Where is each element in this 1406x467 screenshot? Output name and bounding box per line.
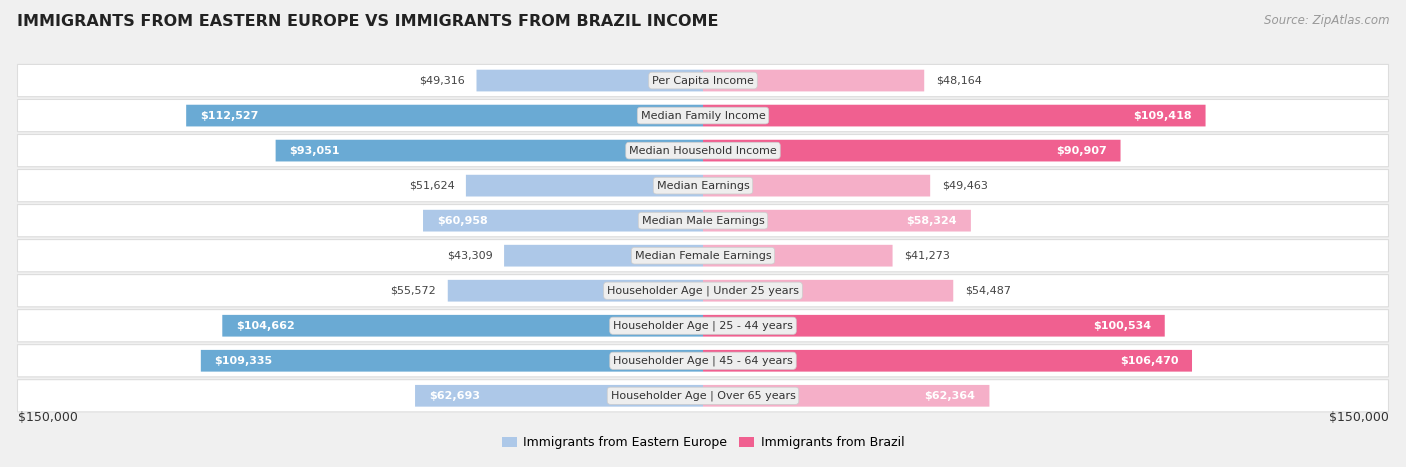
Text: Householder Age | Over 65 years: Householder Age | Over 65 years	[610, 390, 796, 401]
Text: $49,463: $49,463	[942, 181, 987, 191]
FancyBboxPatch shape	[201, 350, 703, 372]
Text: $60,958: $60,958	[437, 216, 488, 226]
FancyBboxPatch shape	[703, 245, 893, 267]
Text: $109,418: $109,418	[1133, 111, 1192, 120]
FancyBboxPatch shape	[186, 105, 703, 127]
Text: Source: ZipAtlas.com: Source: ZipAtlas.com	[1264, 14, 1389, 27]
Text: $90,907: $90,907	[1056, 146, 1107, 156]
FancyBboxPatch shape	[703, 140, 1121, 162]
Text: $49,316: $49,316	[419, 76, 465, 85]
FancyBboxPatch shape	[17, 310, 1389, 342]
Text: Median Earnings: Median Earnings	[657, 181, 749, 191]
Text: $62,693: $62,693	[429, 391, 479, 401]
FancyBboxPatch shape	[703, 175, 931, 197]
FancyBboxPatch shape	[703, 210, 972, 232]
Text: Householder Age | 45 - 64 years: Householder Age | 45 - 64 years	[613, 355, 793, 366]
FancyBboxPatch shape	[415, 385, 703, 407]
Text: $48,164: $48,164	[936, 76, 981, 85]
Text: Median Household Income: Median Household Income	[628, 146, 778, 156]
Text: Median Female Earnings: Median Female Earnings	[634, 251, 772, 261]
Text: $150,000: $150,000	[1329, 411, 1389, 424]
FancyBboxPatch shape	[276, 140, 703, 162]
FancyBboxPatch shape	[17, 170, 1389, 202]
Text: $150,000: $150,000	[17, 411, 77, 424]
Text: Median Male Earnings: Median Male Earnings	[641, 216, 765, 226]
FancyBboxPatch shape	[505, 245, 703, 267]
FancyBboxPatch shape	[703, 385, 990, 407]
FancyBboxPatch shape	[222, 315, 703, 337]
FancyBboxPatch shape	[17, 240, 1389, 272]
Text: $104,662: $104,662	[236, 321, 295, 331]
FancyBboxPatch shape	[703, 280, 953, 302]
Text: $51,624: $51,624	[409, 181, 454, 191]
FancyBboxPatch shape	[477, 70, 703, 92]
FancyBboxPatch shape	[703, 315, 1164, 337]
Text: $93,051: $93,051	[290, 146, 340, 156]
FancyBboxPatch shape	[423, 210, 703, 232]
Text: Median Family Income: Median Family Income	[641, 111, 765, 120]
Text: IMMIGRANTS FROM EASTERN EUROPE VS IMMIGRANTS FROM BRAZIL INCOME: IMMIGRANTS FROM EASTERN EUROPE VS IMMIGR…	[17, 14, 718, 29]
Text: $112,527: $112,527	[200, 111, 259, 120]
FancyBboxPatch shape	[17, 205, 1389, 237]
Text: Householder Age | 25 - 44 years: Householder Age | 25 - 44 years	[613, 320, 793, 331]
Text: $58,324: $58,324	[907, 216, 957, 226]
FancyBboxPatch shape	[465, 175, 703, 197]
Text: $55,572: $55,572	[391, 286, 436, 296]
Text: $54,487: $54,487	[965, 286, 1011, 296]
FancyBboxPatch shape	[17, 275, 1389, 307]
FancyBboxPatch shape	[17, 134, 1389, 167]
FancyBboxPatch shape	[447, 280, 703, 302]
FancyBboxPatch shape	[703, 105, 1205, 127]
Text: $109,335: $109,335	[215, 356, 273, 366]
Text: $62,364: $62,364	[925, 391, 976, 401]
Text: Householder Age | Under 25 years: Householder Age | Under 25 years	[607, 285, 799, 296]
FancyBboxPatch shape	[17, 380, 1389, 412]
Text: Per Capita Income: Per Capita Income	[652, 76, 754, 85]
FancyBboxPatch shape	[703, 350, 1192, 372]
FancyBboxPatch shape	[17, 64, 1389, 97]
FancyBboxPatch shape	[17, 345, 1389, 377]
Text: $106,470: $106,470	[1119, 356, 1178, 366]
Text: $100,534: $100,534	[1092, 321, 1152, 331]
Text: $41,273: $41,273	[904, 251, 950, 261]
Text: $43,309: $43,309	[447, 251, 492, 261]
FancyBboxPatch shape	[17, 99, 1389, 132]
Legend: Immigrants from Eastern Europe, Immigrants from Brazil: Immigrants from Eastern Europe, Immigran…	[496, 431, 910, 454]
FancyBboxPatch shape	[703, 70, 924, 92]
